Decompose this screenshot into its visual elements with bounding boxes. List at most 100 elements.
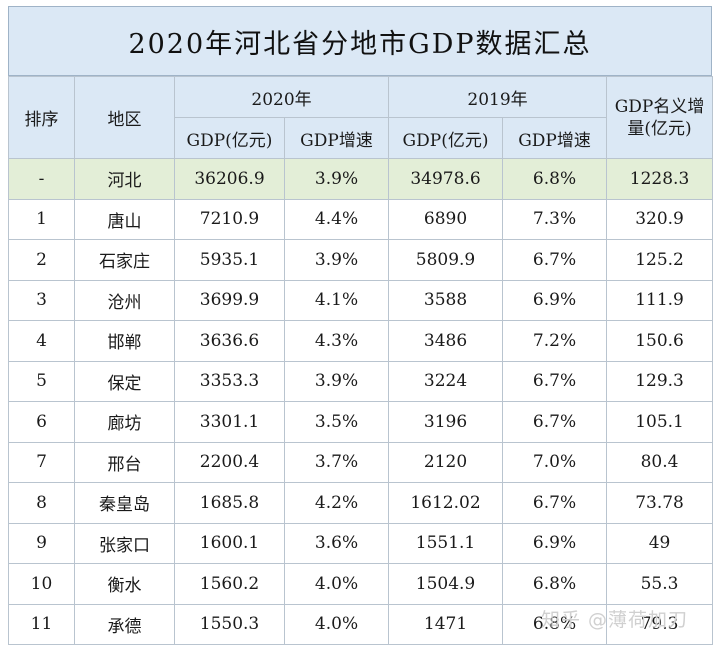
growth-2020-cell: 3.9%	[283, 360, 390, 402]
gdp-2019-cell: 1504.9	[388, 563, 504, 605]
growth-2019-cell: 6.9%	[502, 279, 608, 321]
growth-2020-cell: 4.0%	[283, 563, 390, 605]
gdp-2019-cell: 3486	[388, 320, 504, 362]
gdp-2020-cell: 1600.1	[174, 522, 285, 564]
rank-cell: 10	[8, 563, 75, 605]
increase-cell: 129.3	[606, 360, 714, 402]
header-year-2020: 2020年	[173, 76, 390, 118]
gdp-2019-cell: 1551.1	[388, 522, 504, 564]
rank-cell: 6	[8, 401, 75, 443]
header-gdp-2020: GDP(亿元)	[174, 117, 285, 159]
table-row: 2 石家庄 5935.1 3.9% 5809.9 6.7% 125.2	[8, 239, 714, 281]
table-row: 8 秦皇岛 1685.8 4.2% 1612.02 6.7% 73.78	[8, 482, 714, 524]
region-cell: 衡水	[74, 563, 175, 605]
growth-2019-cell: 6.7%	[502, 482, 608, 524]
gdp-2019-cell: 1612.02	[388, 482, 504, 524]
region-cell: 石家庄	[74, 239, 175, 281]
region-cell: 河北	[74, 158, 175, 200]
growth-2020-cell: 3.9%	[283, 239, 390, 281]
table-row: 10 衡水 1560.2 4.0% 1504.9 6.8% 55.3	[8, 563, 714, 605]
gdp-2020-cell: 1550.3	[174, 603, 285, 645]
gdp-2019-cell: 5809.9	[388, 239, 504, 281]
rank-cell: 11	[8, 603, 75, 645]
gdp-2020-cell: 7210.9	[174, 198, 285, 240]
increase-cell: 111.9	[606, 279, 714, 321]
growth-2020-cell: 3.6%	[283, 522, 390, 564]
growth-2020-cell: 3.7%	[283, 441, 390, 483]
growth-2019-cell: 7.3%	[502, 198, 608, 240]
region-cell: 秦皇岛	[74, 482, 175, 524]
table-row: 6 廊坊 3301.1 3.5% 3196 6.7% 105.1	[8, 401, 714, 443]
gdp-2019-cell: 3588	[388, 279, 504, 321]
rank-cell: 8	[8, 482, 75, 524]
rank-cell: 3	[8, 279, 75, 321]
gdp-2019-cell: 2120	[388, 441, 504, 483]
table-title: 2020年河北省分地市GDP数据汇总	[8, 6, 712, 76]
rank-cell: 5	[8, 360, 75, 402]
table-row: 5 保定 3353.3 3.9% 3224 6.7% 129.3	[8, 360, 714, 402]
region-cell: 邯郸	[74, 320, 175, 362]
growth-2020-cell: 3.5%	[283, 401, 390, 443]
region-cell: 廊坊	[74, 401, 175, 443]
table-row: 4 邯郸 3636.6 4.3% 3486 7.2% 150.6	[8, 320, 714, 362]
growth-2020-cell: 4.1%	[283, 279, 390, 321]
header-gdp-2019: GDP(亿元)	[388, 117, 504, 159]
growth-2019-cell: 6.9%	[502, 522, 608, 564]
increase-cell: 150.6	[606, 320, 714, 362]
gdp-summary-sheet: 2020年河北省分地市GDP数据汇总 排序 地区 2020年 2019年 GDP…	[8, 6, 714, 645]
region-cell: 承德	[74, 603, 175, 645]
growth-2019-cell: 7.0%	[502, 441, 608, 483]
increase-cell: 1228.3	[606, 158, 714, 200]
growth-2020-cell: 4.0%	[283, 603, 390, 645]
growth-2019-cell: 7.2%	[502, 320, 608, 362]
rank-cell: 4	[8, 320, 75, 362]
gdp-table: 排序 地区 2020年 2019年 GDP名义增量(亿元) GDP(亿元) GD…	[8, 76, 714, 645]
increase-cell: 79.3	[606, 603, 714, 645]
increase-cell: 320.9	[606, 198, 714, 240]
header-year-2019: 2019年	[388, 76, 608, 118]
growth-2020-cell: 4.4%	[283, 198, 390, 240]
increase-cell: 49	[606, 522, 714, 564]
header-rank: 排序	[8, 76, 75, 159]
increase-cell: 73.78	[606, 482, 714, 524]
rank-cell: 2	[8, 239, 75, 281]
growth-2019-cell: 6.8%	[502, 603, 608, 645]
header-growth-2019: GDP增速	[502, 117, 608, 159]
gdp-2020-cell: 3636.6	[174, 320, 285, 362]
region-cell: 保定	[74, 360, 175, 402]
increase-cell: 105.1	[606, 401, 714, 443]
growth-2019-cell: 6.8%	[502, 563, 608, 605]
table-row: 3 沧州 3699.9 4.1% 3588 6.9% 111.9	[8, 279, 714, 321]
growth-2020-cell: 3.9%	[283, 158, 390, 200]
region-cell: 唐山	[74, 198, 175, 240]
increase-cell: 125.2	[606, 239, 714, 281]
growth-2020-cell: 4.2%	[283, 482, 390, 524]
gdp-2020-cell: 3699.9	[174, 279, 285, 321]
table-row: - 河北 36206.9 3.9% 34978.6 6.8% 1228.3	[8, 158, 714, 200]
increase-cell: 55.3	[606, 563, 714, 605]
header-region: 地区	[74, 76, 175, 159]
growth-2019-cell: 6.7%	[502, 239, 608, 281]
gdp-2019-cell: 6890	[388, 198, 504, 240]
growth-2019-cell: 6.7%	[502, 401, 608, 443]
gdp-2020-cell: 5935.1	[174, 239, 285, 281]
growth-2020-cell: 4.3%	[283, 320, 390, 362]
gdp-2020-cell: 1685.8	[174, 482, 285, 524]
gdp-2019-cell: 34978.6	[388, 158, 504, 200]
gdp-2020-cell: 3301.1	[174, 401, 285, 443]
header-growth-2020: GDP增速	[283, 117, 390, 159]
gdp-2019-cell: 3196	[388, 401, 504, 443]
region-cell: 邢台	[74, 441, 175, 483]
rank-cell: 9	[8, 522, 75, 564]
region-cell: 张家口	[74, 522, 175, 564]
gdp-2019-cell: 3224	[388, 360, 504, 402]
table-row: 9 张家口 1600.1 3.6% 1551.1 6.9% 49	[8, 522, 714, 564]
gdp-2020-cell: 2200.4	[174, 441, 285, 483]
gdp-2020-cell: 1560.2	[174, 563, 285, 605]
header-gdp-increase: GDP名义增量(亿元)	[606, 76, 714, 159]
rank-cell: 1	[8, 198, 75, 240]
gdp-2020-cell: 3353.3	[174, 360, 285, 402]
table-row: 7 邢台 2200.4 3.7% 2120 7.0% 80.4	[8, 441, 714, 483]
growth-2019-cell: 6.7%	[502, 360, 608, 402]
increase-cell: 80.4	[606, 441, 714, 483]
